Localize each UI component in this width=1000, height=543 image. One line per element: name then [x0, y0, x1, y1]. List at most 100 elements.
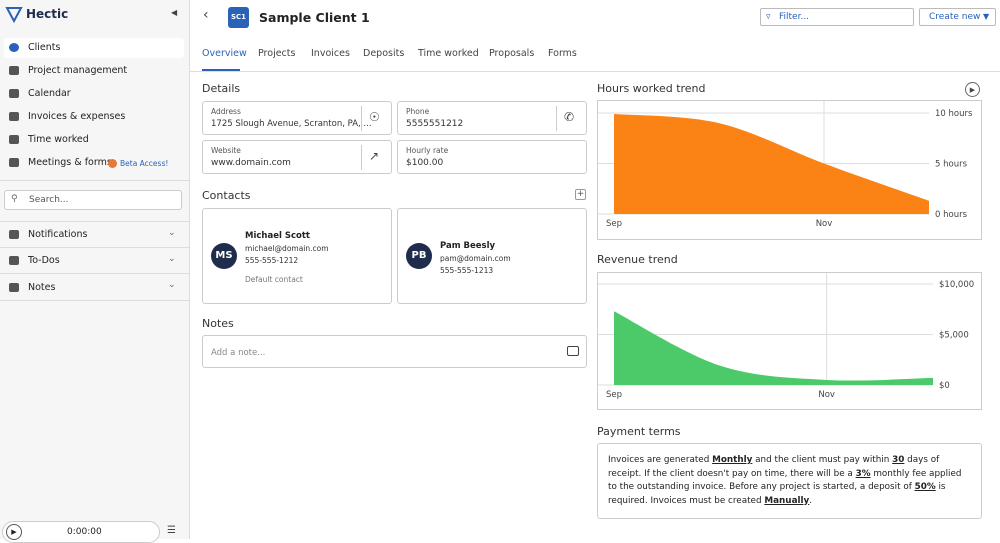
- nav-item[interactable]: Clients: [28, 42, 61, 53]
- contact-card[interactable]: PB Pam Beesly pam@domain.com 555-555-121…: [397, 208, 587, 304]
- text: Invoices are generated: [608, 455, 713, 465]
- brand: Hectic: [26, 7, 69, 21]
- tab[interactable]: Invoices: [311, 48, 350, 59]
- contact-card[interactable]: MS Michael Scott michael@domain.com 555-…: [202, 208, 392, 304]
- tab[interactable]: Overview: [202, 48, 247, 59]
- icon: [9, 158, 19, 167]
- icon: [9, 66, 19, 75]
- divider: [0, 247, 190, 248]
- nav-item[interactable]: Invoices & expenses: [28, 111, 126, 122]
- avatar: PB: [406, 243, 432, 269]
- field-value: www.domain.com: [211, 158, 291, 168]
- y-tick-label: $10,000: [939, 280, 974, 290]
- filter-placeholder: Filter...: [779, 12, 810, 22]
- icon: [9, 89, 19, 98]
- contact-phone: 555-555-1212: [245, 256, 299, 265]
- revenue-chart: $0 $5,000 $10,000 Sep Nov: [597, 272, 982, 410]
- search-placeholder: Search...: [29, 195, 69, 205]
- back[interactable]: ‹: [203, 7, 209, 23]
- play[interactable]: ▶: [965, 82, 980, 97]
- icon: [9, 112, 19, 121]
- chevron[interactable]: ⌄: [168, 254, 176, 264]
- filter[interactable]: ▿ Filter...: [760, 8, 914, 26]
- timer[interactable]: ▶ 0:00:00: [2, 521, 160, 543]
- x-tick-label: Nov: [818, 390, 835, 400]
- section[interactable]: Notifications: [28, 229, 88, 240]
- field[interactable]: Phone 5555551212 ✆: [397, 101, 587, 135]
- note-input[interactable]: Add a note...: [202, 335, 587, 368]
- field-value: $100.00: [406, 158, 444, 168]
- hours-chart: 0 hours 5 hours 10 hours Sep Nov: [597, 100, 982, 240]
- field-label: Address: [211, 107, 241, 116]
- x-tick-label: Sep: [606, 390, 622, 400]
- term: Manually: [764, 495, 810, 506]
- section-heading: Contacts: [202, 189, 251, 202]
- list-icon[interactable]: ☰: [167, 525, 176, 536]
- nav-item[interactable]: Project management: [28, 65, 128, 76]
- tab[interactable]: Proposals: [489, 48, 535, 59]
- logo: [5, 7, 23, 23]
- payment-terms: Invoices are generated Monthly and the c…: [597, 443, 982, 519]
- section[interactable]: To-Dos: [28, 255, 60, 266]
- contact-email: michael@domain.com: [245, 244, 329, 253]
- field[interactable]: Website www.domain.com ↗: [202, 140, 392, 174]
- y-tick-label: $5,000: [939, 331, 969, 341]
- field-value: 5555551212: [406, 119, 464, 129]
- chevron[interactable]: ⌄: [168, 228, 176, 238]
- icon: [9, 135, 19, 144]
- field[interactable]: Hourly rate $100.00: [397, 140, 587, 174]
- tab[interactable]: Projects: [258, 48, 296, 59]
- term: 30: [892, 455, 905, 465]
- x-tick-label: Sep: [606, 219, 622, 229]
- sidebar: Hectic ◀ Clients Project management Cale…: [0, 0, 190, 543]
- note-placeholder: Add a note...: [211, 348, 266, 358]
- tab[interactable]: Forms: [548, 48, 577, 59]
- beta-link[interactable]: Beta Access!: [120, 159, 169, 168]
- tab-indicator: [202, 69, 240, 71]
- divider: [0, 300, 190, 301]
- tab[interactable]: Deposits: [363, 48, 405, 59]
- client-title: Sample Client 1: [259, 10, 370, 25]
- term: Monthly: [712, 455, 753, 465]
- contact-note: Default contact: [245, 275, 303, 284]
- divider: [0, 221, 190, 222]
- nav-item[interactable]: Calendar: [28, 88, 71, 99]
- icon: [9, 283, 19, 292]
- chevron[interactable]: ⌄: [168, 280, 176, 290]
- nav-item[interactable]: Meetings & forms: [28, 157, 112, 168]
- avatar: MS: [211, 243, 237, 269]
- section-heading: Details: [202, 82, 241, 95]
- section-heading: Notes: [202, 317, 234, 330]
- nav-item[interactable]: Time worked: [28, 134, 89, 145]
- section[interactable]: Notes: [28, 282, 56, 293]
- field-value: 1725 Slough Avenue, Scranton, PA, ...: [211, 119, 372, 129]
- contact-name: Michael Scott: [245, 231, 310, 241]
- collapse[interactable]: ◀: [171, 8, 178, 17]
- icon: [9, 230, 19, 239]
- chart-title: Hours worked trend: [597, 82, 706, 95]
- text: monthly fee applied to the outstanding i…: [608, 468, 962, 493]
- field-label: Hourly rate: [406, 146, 449, 155]
- add-contact[interactable]: +: [575, 189, 586, 200]
- y-tick-label: 0 hours: [935, 210, 968, 220]
- term: 50%: [914, 482, 936, 492]
- x-tick-label: Nov: [816, 219, 833, 229]
- chart-title: Revenue trend: [597, 253, 678, 266]
- beta-icon: [108, 159, 117, 168]
- contact-phone: 555-555-1213: [440, 266, 494, 275]
- y-tick-label: $0: [939, 381, 950, 391]
- client-badge: SC1: [228, 7, 249, 28]
- contact-email: pam@domain.com: [440, 254, 511, 263]
- create-label: Create new: [929, 12, 981, 22]
- search-box[interactable]: ⚲ Search...: [4, 190, 182, 210]
- tab[interactable]: Time worked: [418, 48, 479, 59]
- section-heading: Payment terms: [597, 425, 681, 438]
- active-item: [4, 38, 184, 58]
- text: and the client must pay within: [752, 455, 893, 465]
- icon: [9, 43, 19, 52]
- area: [614, 114, 929, 214]
- divider: [0, 180, 190, 181]
- field[interactable]: Address 1725 Slough Avenue, Scranton, PA…: [202, 101, 392, 135]
- create-button[interactable]: Create new ▼: [919, 8, 996, 26]
